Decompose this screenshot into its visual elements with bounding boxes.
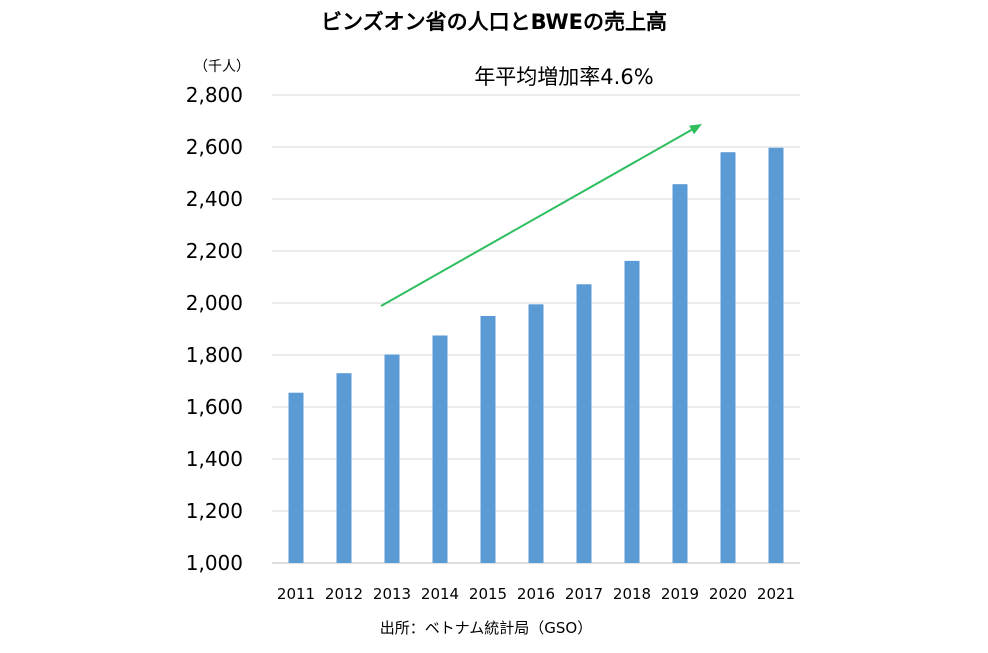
y-tick-label: 1,000 [186, 551, 243, 575]
y-tick-label: 1,600 [186, 395, 243, 419]
y-tick-label: 1,400 [186, 447, 243, 471]
y-tick-label: 2,200 [186, 239, 243, 263]
source-note: 出所：ベトナム統計局（GSO） [380, 619, 593, 637]
bar-2011 [288, 392, 304, 563]
bar-2019 [672, 184, 688, 563]
y-axis-tick-labels: 1,000 1,200 1,400 1,600 1,800 2,000 2,200 2,400… [186, 83, 243, 575]
x-tick-label: 2014 [421, 585, 459, 603]
y-tick-label: 2,600 [186, 135, 243, 159]
x-tick-label: 2019 [661, 585, 699, 603]
bar-2013 [384, 354, 400, 563]
y-axis-unit-label: （千人） [194, 59, 250, 75]
trend-arrow [380, 124, 702, 307]
y-tick-label: 1,200 [186, 499, 243, 523]
x-tick-label: 2012 [325, 585, 363, 603]
x-tick-label: 2017 [565, 585, 603, 603]
y-tick-label: 2,800 [186, 83, 243, 107]
x-tick-label: 2016 [517, 585, 555, 603]
x-axis-tick-labels: 2011 2012 2013 2014 2015 2016 2017 2018 2019 2020… [277, 585, 795, 603]
bar-2021 [768, 147, 784, 563]
x-tick-label: 2013 [373, 585, 411, 603]
trend-arrow-head [689, 124, 702, 135]
bar-2020 [720, 152, 736, 563]
x-tick-label: 2018 [613, 585, 651, 603]
bar-2014 [432, 335, 448, 563]
bar-2018 [624, 260, 640, 563]
x-tick-label: 2011 [277, 585, 315, 603]
bar-2017 [576, 284, 592, 563]
x-tick-label: 2021 [757, 585, 795, 603]
bar-2012 [336, 373, 352, 563]
growth-rate-annotation: 年平均増加率4.6% [474, 65, 653, 89]
x-tick-label: 2015 [469, 585, 507, 603]
y-tick-label: 1,800 [186, 343, 243, 367]
bar-2015 [480, 316, 496, 563]
y-tick-label: 2,400 [186, 187, 243, 211]
y-tick-label: 2,000 [186, 291, 243, 315]
trend-arrow-line [380, 129, 693, 307]
chart-title: ビンズオン省の人口とBWEの売上高 [321, 10, 667, 34]
bar-2016 [528, 304, 544, 563]
x-tick-label: 2020 [709, 585, 747, 603]
bars [288, 147, 784, 563]
